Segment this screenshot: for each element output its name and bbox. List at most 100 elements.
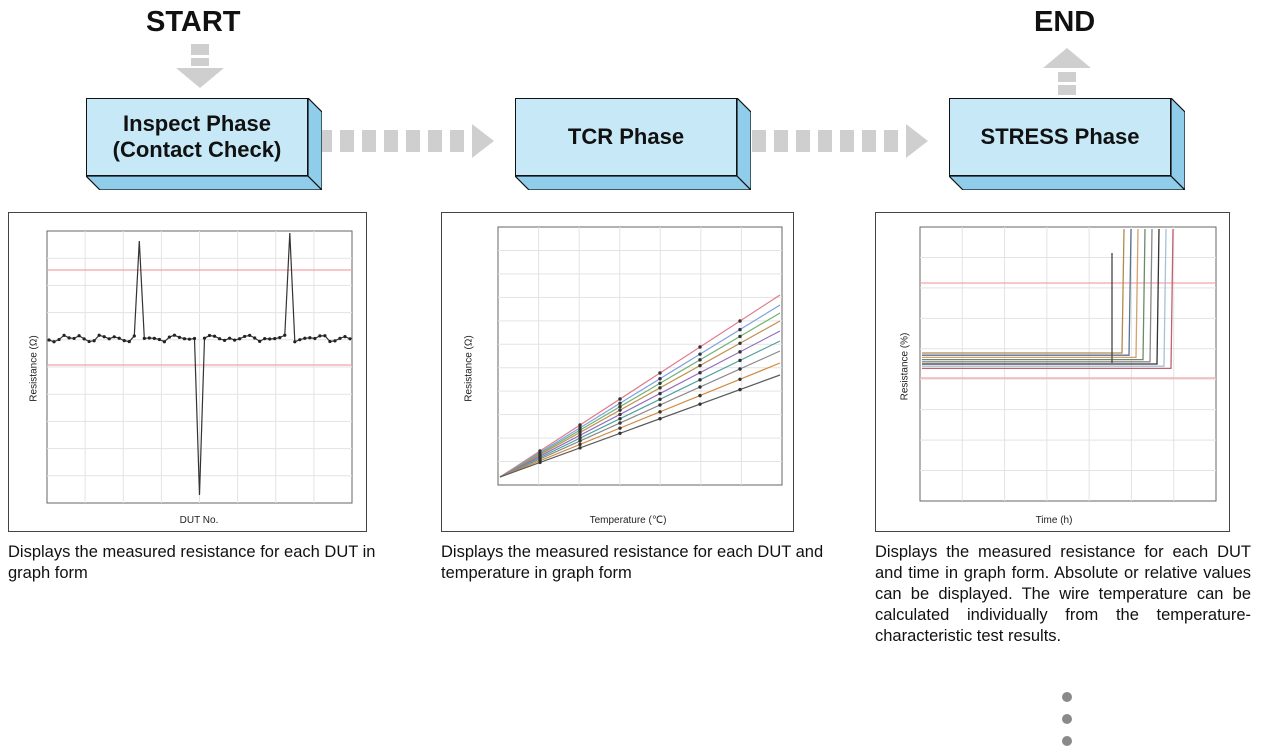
tcr-data-point (698, 363, 702, 368)
arrow-tcr-to-stress (752, 124, 928, 158)
data-point (293, 340, 297, 344)
tcr-data-point (658, 397, 662, 401)
tcr-data-point (578, 430, 582, 435)
continuation-dot (1062, 692, 1072, 702)
data-point (278, 335, 282, 340)
data-point (207, 333, 212, 338)
data-point (162, 340, 166, 344)
data-point (172, 333, 177, 337)
tcr-series-line (499, 320, 781, 478)
plot-frame (919, 226, 1217, 502)
tcr-data-point (698, 402, 702, 406)
tcr-series-line (499, 304, 781, 478)
tcr-data-point (618, 426, 622, 430)
data-point (243, 334, 247, 339)
data-point (182, 337, 187, 341)
continuation-dot (1062, 714, 1072, 724)
tcr-data-point (738, 327, 742, 332)
start-down-arrow (176, 44, 224, 88)
inspect-graph-ylabel: Resistance (Ω) (28, 335, 40, 402)
tcr-data-point (658, 417, 662, 421)
tcr-series-line (499, 362, 781, 478)
tcr-data-point (738, 367, 742, 371)
data-point (87, 339, 91, 344)
data-point (147, 336, 151, 340)
tcr-data-point (698, 393, 702, 398)
phase-title-line1: TCR Phase (567, 124, 685, 149)
tcr-data-point (578, 436, 582, 440)
stress-graph-ylabel: Resistance (%) (899, 332, 911, 401)
tcr-data-point (698, 358, 702, 362)
arrow-inspect-to-tcr (318, 124, 494, 158)
continuation-dot (1062, 736, 1072, 746)
data-point (62, 333, 66, 337)
data-point (107, 337, 111, 341)
data-point (92, 339, 96, 343)
stress-series-line (922, 228, 1139, 359)
tcr-data-point (698, 352, 702, 356)
data-point (122, 339, 126, 343)
data-point (112, 335, 116, 339)
data-point (318, 334, 322, 338)
stress-caption: Displays the measured resistance for eac… (875, 543, 1251, 645)
data-point (217, 337, 222, 341)
phase-box-3d-side (515, 98, 751, 190)
data-point (238, 337, 242, 341)
phase-title-line1: STRESS Phase (980, 124, 1140, 149)
data-point (283, 333, 287, 337)
data-point (348, 337, 352, 341)
tcr-caption: Displays the measured resistance for eac… (441, 543, 824, 582)
tcr-data-point (738, 334, 742, 339)
tcr-data-point (578, 442, 582, 447)
inspect-graph-xlabel: DUT No. (179, 515, 219, 526)
data-point (222, 338, 227, 342)
tcr-graph-ylabel: Resistance (Ω) (463, 335, 475, 402)
tcr-data-point (658, 377, 662, 381)
data-point (117, 336, 121, 340)
tcr-series-line (499, 312, 781, 478)
stress-series-line (922, 228, 1153, 363)
data-point (157, 337, 161, 342)
tcr-data-point (658, 391, 662, 396)
data-point (233, 338, 237, 342)
data-point (67, 336, 71, 340)
data-point (152, 336, 156, 340)
tcr-data-point (738, 377, 742, 381)
tcr-graph: Resistance (Ω) Temperature (℃) (441, 212, 794, 532)
tcr-data-point (578, 423, 582, 427)
tcr-data-point (578, 439, 582, 443)
phase-box-stress: STRESS Phase (949, 98, 1185, 190)
data-point (167, 335, 171, 339)
data-point (142, 336, 146, 340)
data-point (177, 335, 182, 339)
tcr-data-point (658, 386, 662, 390)
tcr-data-point (618, 405, 622, 409)
start-label: START (146, 6, 241, 38)
tcr-series-line (499, 340, 781, 478)
tcr-data-point (698, 378, 702, 382)
data-point (323, 334, 327, 338)
tcr-data-point (738, 358, 742, 363)
data-point (212, 334, 217, 338)
data-point (77, 334, 81, 338)
data-point (82, 337, 86, 341)
stress-graph: Resistance (%) Time (h) (875, 212, 1230, 532)
tcr-graph-xlabel: Temperature (℃) (589, 515, 667, 526)
data-point (192, 336, 197, 341)
phase-box-tcr: TCR Phase (515, 98, 751, 190)
tcr-data-point (738, 319, 742, 323)
data-point (47, 338, 51, 342)
tcr-data-point (538, 460, 542, 465)
data-point (253, 336, 257, 340)
tcr-data-point (698, 345, 702, 349)
phase-box-3d-side (86, 98, 322, 190)
tcr-data-point (658, 381, 662, 385)
tcr-data-point (618, 412, 622, 417)
tcr-data-point (738, 387, 742, 392)
tcr-data-point (738, 341, 742, 345)
inspect-caption: Displays the measured resistance for eac… (8, 543, 376, 582)
data-point (258, 339, 262, 343)
stress-graph-plot (919, 226, 1217, 502)
stress-series-line (922, 228, 1174, 370)
phase-box-3d-side (949, 98, 1185, 190)
